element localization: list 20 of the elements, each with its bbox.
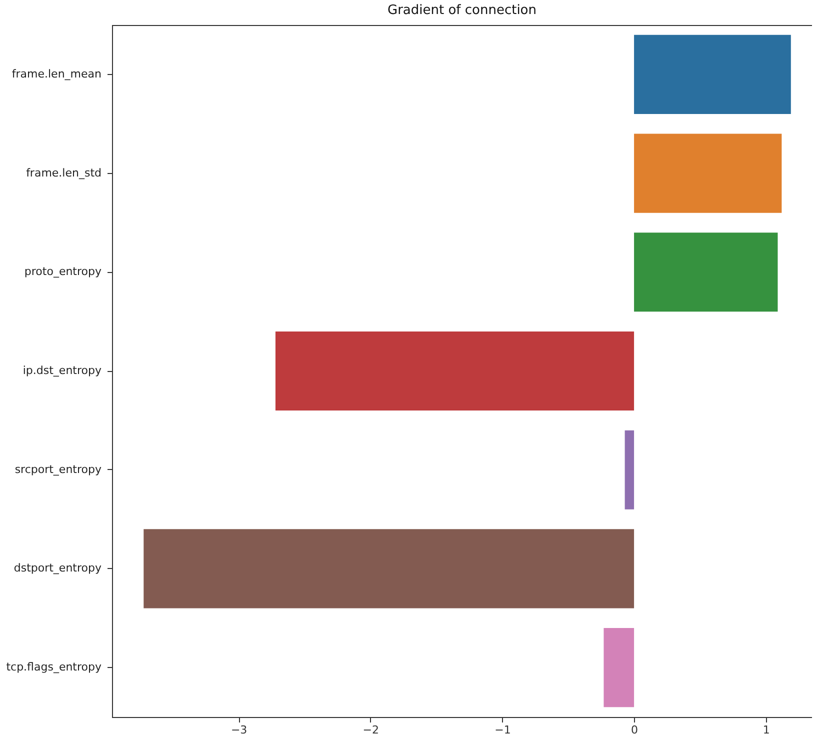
x-tick-label: −2 xyxy=(362,724,379,736)
bar xyxy=(604,628,634,708)
y-tick-label: frame.len_std xyxy=(26,166,102,180)
bar xyxy=(634,232,778,312)
x-tick-label: −1 xyxy=(494,724,511,736)
y-tick-label: srcport_entropy xyxy=(14,462,102,476)
x-tick-label: 1 xyxy=(762,724,770,736)
y-tick-label: tcp.flags_entropy xyxy=(6,660,102,674)
bar xyxy=(624,430,634,510)
x-tick-label: 0 xyxy=(631,724,638,736)
bar xyxy=(634,34,791,114)
y-tick-label: proto_entropy xyxy=(24,265,102,278)
bar xyxy=(144,529,634,608)
bar xyxy=(634,134,782,213)
y-tick-label: dstport_entropy xyxy=(14,562,102,575)
chart-title: Gradient of connection xyxy=(387,3,537,18)
bar xyxy=(275,331,634,411)
y-tick-label: ip.dst_entropy xyxy=(22,364,102,377)
x-tick-label: −3 xyxy=(230,724,248,736)
y-tick-label: frame.len_mean xyxy=(12,67,102,80)
